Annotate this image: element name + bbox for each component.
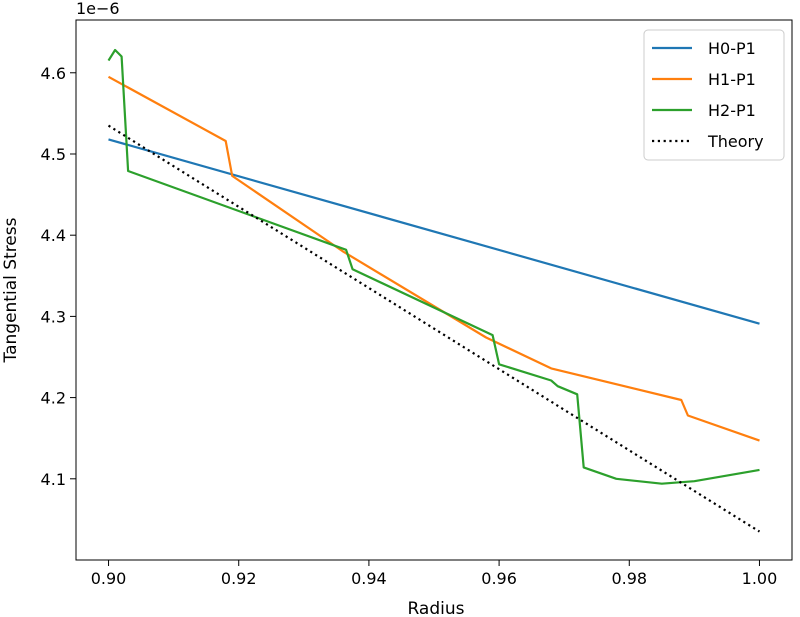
x-tick-label: 0.96 xyxy=(481,569,517,588)
series-line-h0-p1 xyxy=(108,138,760,325)
x-tick-label: 0.94 xyxy=(351,569,387,588)
legend: H0-P1 H1-P1 H2-P1 Theory xyxy=(643,29,785,161)
legend-label: H2-P1 xyxy=(708,101,756,120)
series-line-h2-p1 xyxy=(107,48,760,485)
y-axis: 4.1 4.2 4.3 4.4 4.5 4.6 xyxy=(41,64,76,489)
legend-label: Theory xyxy=(707,132,764,151)
y-tick-label: 4.6 xyxy=(41,64,66,83)
legend-box xyxy=(643,29,785,161)
y-tick-label: 4.1 xyxy=(41,470,66,489)
y-tick-label: 4.5 xyxy=(41,145,66,164)
y-tick-label: 4.3 xyxy=(41,307,66,326)
y-axis-multiplier: 1e−6 xyxy=(76,0,120,18)
x-tick-label: 1.00 xyxy=(742,569,778,588)
legend-label: H0-P1 xyxy=(708,39,756,58)
series-line-h1-p1 xyxy=(107,75,760,442)
x-tick-label: 0.92 xyxy=(221,569,257,588)
x-axis-title: Radius xyxy=(407,599,464,617)
x-tick-label: 0.90 xyxy=(91,569,127,588)
plot-frame xyxy=(75,19,793,561)
series-layer xyxy=(107,48,761,533)
y-tick-label: 4.4 xyxy=(41,226,66,245)
legend-label: H1-P1 xyxy=(708,70,756,89)
x-axis: 0.90 0.92 0.94 0.96 0.98 1.00 xyxy=(91,560,778,588)
y-axis-title: Tangential Stress xyxy=(1,217,21,363)
x-tick-label: 0.98 xyxy=(611,569,647,588)
y-tick-label: 4.2 xyxy=(41,389,66,408)
series-line-theory xyxy=(107,124,761,533)
